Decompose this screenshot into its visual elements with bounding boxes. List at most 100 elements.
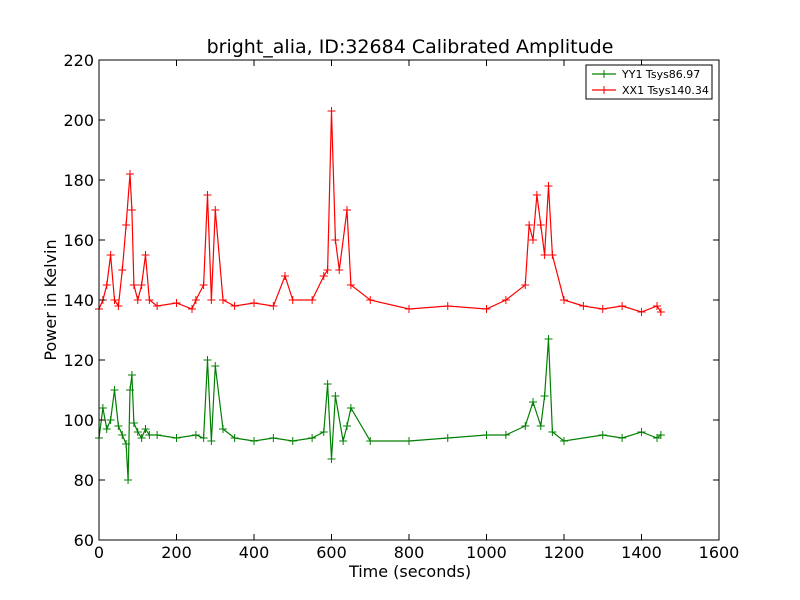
series-1-point [191, 296, 200, 304]
series-1-point [579, 302, 588, 310]
series-0-point [269, 434, 278, 442]
y-tick-label: 60 [74, 531, 94, 550]
series-0-point [618, 434, 627, 442]
series-1-point [106, 251, 115, 259]
series-1-point [618, 302, 627, 310]
series-0-point [106, 416, 115, 424]
series-0-point [129, 419, 138, 427]
series-1-point [343, 206, 351, 214]
y-tick-label: 200 [63, 111, 94, 130]
series-0-point [443, 434, 452, 442]
series-1-point [366, 296, 375, 304]
series-1-point [288, 296, 297, 304]
x-tick-label: 0 [94, 543, 104, 562]
series-1-point [331, 236, 340, 244]
series-0-point [153, 431, 162, 439]
x-axis-label: Time (seconds) [348, 562, 471, 581]
series-1-point [323, 266, 332, 274]
series-1-point [521, 281, 530, 289]
series-1-point [133, 296, 142, 304]
series-1-point [153, 302, 162, 310]
series-1-point [536, 221, 545, 229]
series-0-point [331, 392, 340, 400]
series-1-point [532, 191, 541, 199]
series-1-point [122, 221, 131, 229]
series-1-point [137, 281, 146, 289]
series-0-point [114, 422, 123, 430]
series-1-point [405, 305, 413, 313]
series-1-point [203, 191, 212, 199]
series-0-point [560, 437, 568, 445]
series-1-point [129, 281, 138, 289]
series-1-point [319, 272, 328, 280]
series-1-point [114, 302, 123, 310]
series-1-point [145, 296, 154, 304]
series-0-point [319, 428, 328, 436]
series-0-point [207, 437, 216, 445]
series-1-point [327, 107, 336, 115]
series-0-point [126, 386, 134, 394]
series-0-point [343, 422, 351, 430]
series-0-point [540, 392, 549, 400]
series-1-point [269, 302, 278, 310]
x-tick-label: 600 [316, 543, 347, 562]
series-1-point [544, 182, 553, 190]
series-0-point [122, 440, 131, 448]
series-0 [95, 335, 665, 484]
series-0-point [339, 437, 348, 445]
series-0-point [656, 431, 665, 439]
series-0-point [346, 404, 355, 412]
series-0-point [133, 428, 142, 436]
legend-box [585, 64, 713, 100]
series-1 [95, 107, 665, 316]
series-0-point [544, 335, 553, 343]
series-0-point [98, 404, 107, 412]
y-tick-label: 100 [63, 411, 94, 430]
series-0-point [172, 434, 181, 442]
series-0-point [127, 371, 136, 379]
series-1-point [653, 302, 661, 310]
series-1-point [335, 266, 344, 274]
series-0-point [288, 437, 297, 445]
series-1-point [281, 272, 289, 280]
series-1-point [207, 296, 216, 304]
series-0-point [219, 425, 227, 433]
series-0-point [501, 431, 510, 439]
series-1-point [230, 302, 239, 310]
y-tick-label: 160 [63, 231, 94, 250]
x-tick-label: 400 [239, 543, 270, 562]
legend-label: YY1 Tsys86.97 [621, 68, 700, 81]
series-0-point [405, 437, 413, 445]
series-0-point [141, 425, 150, 433]
series-1-point [127, 206, 136, 214]
series-0-point [211, 362, 220, 370]
chart-title: bright_alia, ID:32684 Calibrated Amplitu… [207, 36, 614, 58]
series-1-point [637, 308, 646, 316]
x-tick-label: 800 [394, 543, 425, 562]
legend-marker [600, 86, 608, 94]
series-1-point [211, 206, 220, 214]
series-1-point [126, 170, 134, 178]
series-1-point [118, 266, 127, 274]
series-1-point [102, 281, 111, 289]
series-1-point [346, 281, 355, 289]
y-axis-label: Power in Kelvin [41, 239, 60, 360]
series-0-point [137, 434, 146, 442]
legend-marker [600, 70, 608, 78]
series-0-point [230, 434, 239, 442]
y-tick-label: 120 [63, 351, 94, 370]
series-1-point [525, 221, 534, 229]
series-1-point [482, 305, 491, 313]
series-0-point [110, 386, 119, 394]
series-1-point [598, 305, 607, 313]
series-0-point [323, 380, 332, 388]
series-0-point [366, 437, 375, 445]
series-1-point [188, 305, 196, 313]
y-tick-label: 140 [63, 291, 94, 310]
x-tick-label: 1200 [544, 543, 585, 562]
series-1-point [172, 299, 181, 307]
series-0-point [191, 431, 200, 439]
series-0-point [598, 431, 607, 439]
series-0-point [124, 476, 133, 484]
